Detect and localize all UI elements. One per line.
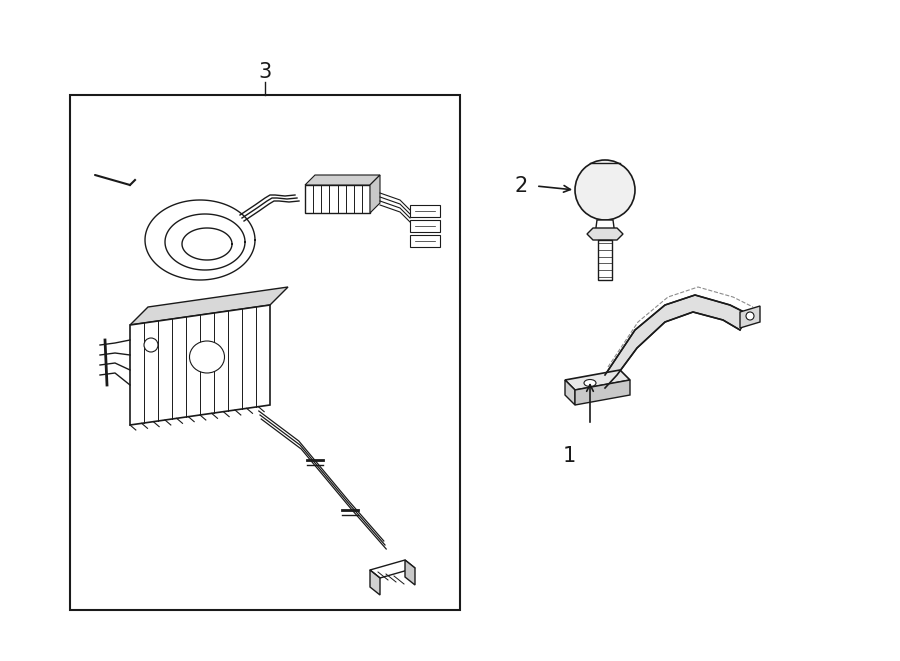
Polygon shape	[575, 380, 630, 405]
Circle shape	[746, 312, 754, 320]
Bar	[410, 220, 440, 232]
Ellipse shape	[190, 341, 224, 373]
Polygon shape	[370, 560, 415, 578]
Polygon shape	[565, 380, 575, 405]
Text: 2: 2	[515, 176, 528, 196]
Polygon shape	[130, 305, 270, 425]
Bar	[410, 235, 440, 247]
Bar	[598, 240, 612, 280]
Bar	[70, 95, 460, 610]
Polygon shape	[370, 175, 380, 213]
Polygon shape	[740, 306, 760, 328]
Text: 1: 1	[562, 446, 576, 466]
Polygon shape	[405, 560, 415, 585]
Polygon shape	[587, 228, 623, 240]
Polygon shape	[130, 287, 288, 325]
Ellipse shape	[584, 379, 596, 387]
Bar	[305, 185, 370, 213]
Circle shape	[144, 338, 158, 352]
Circle shape	[575, 160, 635, 220]
Polygon shape	[605, 295, 750, 388]
Polygon shape	[305, 175, 380, 185]
Bar	[410, 205, 440, 217]
Polygon shape	[370, 570, 380, 595]
Polygon shape	[595, 220, 615, 235]
Text: 3: 3	[258, 62, 272, 82]
Polygon shape	[565, 370, 630, 390]
